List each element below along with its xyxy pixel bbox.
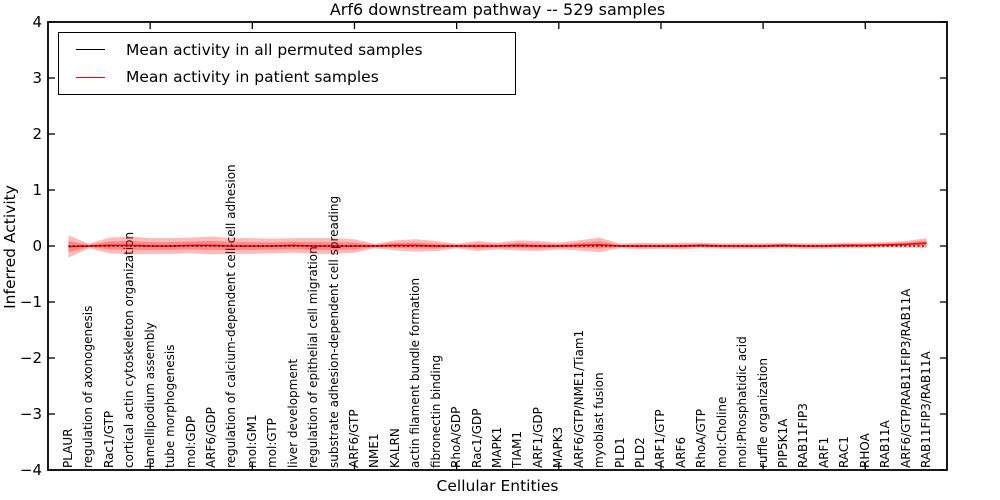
x-entity-label: liver development (285, 358, 300, 468)
x-entity-label: ARF6 (673, 436, 688, 468)
legend-line-sample-red (76, 76, 105, 78)
x-entity-label: RhoA/GTP (694, 409, 709, 468)
legend-line-sample-black (76, 49, 105, 51)
x-entity-label: Rac1/GTP (101, 410, 116, 468)
x-entity-label: tube morphogenesis (163, 344, 178, 468)
x-entity-label: ARF1/GDP (530, 407, 545, 468)
x-entity-label: mol:GM1 (244, 414, 259, 468)
x-entity-label: PIP5K1A (776, 418, 791, 468)
y-tick-label: 1 (32, 181, 42, 199)
x-entity-label: ARF1 (816, 436, 831, 468)
x-entity-label: myoblast fusion (592, 372, 607, 468)
x-entity-label: regulation of epithelial cell migration (306, 246, 321, 468)
legend-entry-patient: Mean activity in patient samples (59, 64, 515, 90)
x-entity-label: mol:GTP (265, 418, 280, 468)
x-entity-label: RAC1 (837, 436, 852, 468)
x-entity-label: ARF6/GTP (346, 409, 361, 468)
x-entity-label: regulation of calcium-dependent cell-cel… (224, 164, 239, 468)
x-entity-label: mol:GDP (183, 415, 198, 468)
x-entity-label: mol:Choline (714, 396, 729, 468)
x-entity-label: Rac1/GDP (469, 408, 484, 468)
x-entity-label: ruffle organization (755, 358, 770, 468)
x-entity-label: RAB11FIP3/RAB11A (919, 351, 934, 468)
y-tick-label: −3 (19, 405, 42, 423)
y-tick-label: 0 (32, 237, 42, 255)
x-axis-label: Cellular Entities (436, 477, 559, 495)
x-entity-label: actin filament bundle formation (408, 277, 423, 468)
x-entity-label: PLAUR (60, 428, 75, 468)
legend-box: Mean activity in all permuted samples Me… (58, 32, 516, 95)
x-entity-label: MAPK1 (490, 426, 504, 468)
y-tick-label: −2 (19, 349, 42, 367)
y-tick-label: −4 (19, 461, 42, 479)
x-entity-label: NME1 (367, 433, 382, 468)
x-entity-label: RhoA/GDP (449, 406, 464, 468)
x-entity-label: TIAM1 (510, 430, 525, 468)
legend-label: Mean activity in patient samples (126, 68, 379, 87)
x-entity-label: KALRN (387, 428, 402, 468)
x-entity-label: ARF6/GDP (203, 407, 218, 468)
x-entity-label: mol:Phosphatidic acid (735, 336, 750, 468)
x-entity-label: ARF6/GTP/NME1/Tiam1 (571, 329, 586, 468)
x-entity-label: ARF6/GTP/RAB11FIP3/RAB11A (898, 288, 913, 468)
x-entity-label: PLD2 (633, 437, 648, 468)
x-entity-label: fibronectin binding (428, 355, 443, 468)
x-entity-label: RHOA (857, 433, 872, 468)
x-entity-label: PLD1 (612, 437, 627, 468)
x-entity-label: regulation of axonogenesis (81, 305, 96, 468)
legend-entry-permuted: Mean activity in all permuted samples (59, 37, 515, 63)
y-tick-label: 2 (32, 125, 42, 143)
x-entity-label: RAB11FIP3 (796, 403, 811, 468)
y-tick-label: 4 (32, 13, 42, 31)
y-tick-label: 3 (32, 69, 42, 87)
x-entity-label: MAPK3 (551, 426, 566, 468)
legend-label: Mean activity in all permuted samples (126, 40, 423, 59)
x-entity-label: cortical actin cytoskeleton organization (122, 231, 137, 468)
chart-title: Arf6 downstream pathway -- 529 samples (329, 0, 666, 19)
x-entity-label: substrate adhesion-dependent cell spread… (326, 195, 341, 468)
x-entity-label: ARF1/GTP (653, 409, 668, 468)
x-entity-label: RAB11A (878, 420, 893, 468)
y-tick-label: −1 (19, 293, 42, 311)
x-entity-label: lamellipodium assembly (142, 322, 157, 468)
